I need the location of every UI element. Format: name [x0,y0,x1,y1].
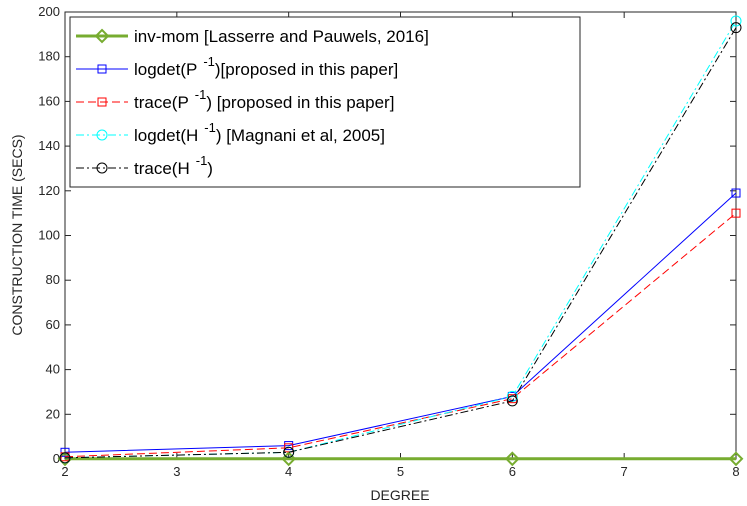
x-tick-label: 7 [621,464,628,479]
legend-entry: logdet(P -1)[proposed in this paper] [76,54,398,79]
legend-swatch-marker [94,28,110,44]
data-point [730,22,742,34]
series-line [64,20,737,459]
legend-label: logdet(P -1)[proposed in this paper] [134,54,398,79]
data-point [59,452,71,464]
legend: inv-mom [Lasserre and Pauwels, 2016] logd… [69,16,581,188]
x-tick-label: 2 [61,464,68,479]
data-point [281,451,297,467]
legend-swatch-marker [96,162,108,174]
data-point [730,15,742,27]
data-point [283,446,295,458]
legend-entry: trace(P -1) [proposed in this paper] [76,87,394,112]
legend-swatch-marker [96,129,108,141]
series-line [64,212,737,458]
legend-entry: inv-mom [Lasserre and Pauwels, 2016] [76,27,429,46]
y-tick-label: 180 [38,49,60,64]
series-line [64,192,737,453]
legend-label: trace(H -1) [134,153,213,178]
data-point [731,188,741,198]
y-tick-label: 80 [46,272,60,287]
series-1 [57,451,744,467]
series-layer [57,15,744,467]
y-tick-label: 100 [38,228,60,243]
y-tick-label: 140 [38,138,60,153]
x-axis-label: DEGREE [370,487,429,503]
legend-label: logdet(H -1) [Magnani et al, 2005] [134,120,385,145]
y-tick-label: 0 [53,451,60,466]
y-tick-label: 200 [38,4,60,19]
x-tick-label: 5 [397,464,404,479]
legend-swatch-marker [97,64,107,74]
data-point [506,390,518,402]
legend-swatch-marker [97,97,107,107]
legend-entry: trace(H -1) [76,153,213,178]
x-tick-label: 8 [732,464,739,479]
y-tick-label: 60 [46,317,60,332]
data-point [284,443,294,453]
legend-box [69,16,581,188]
x-tick-label: 3 [173,464,180,479]
y-tick-label: 120 [38,183,60,198]
x-tick-label: 4 [285,464,292,479]
legend-label: inv-mom [Lasserre and Pauwels, 2016] [134,27,429,46]
y-tick-label: 160 [38,93,60,108]
y-tick-label: 40 [46,362,60,377]
series-5 [59,22,742,464]
data-point [506,395,518,407]
y-tick-label: 20 [46,406,60,421]
y-axis-label: CONSTRUCTION TIME (SECS) [9,134,25,335]
legend-label: trace(P -1) [proposed in this paper] [134,87,394,112]
data-point [504,451,520,467]
series-line [64,27,737,459]
x-tick-label: 6 [509,464,516,479]
legend-entry: logdet(H -1) [Magnani et al, 2005] [76,120,385,145]
data-point [731,208,741,218]
data-point [728,451,744,467]
